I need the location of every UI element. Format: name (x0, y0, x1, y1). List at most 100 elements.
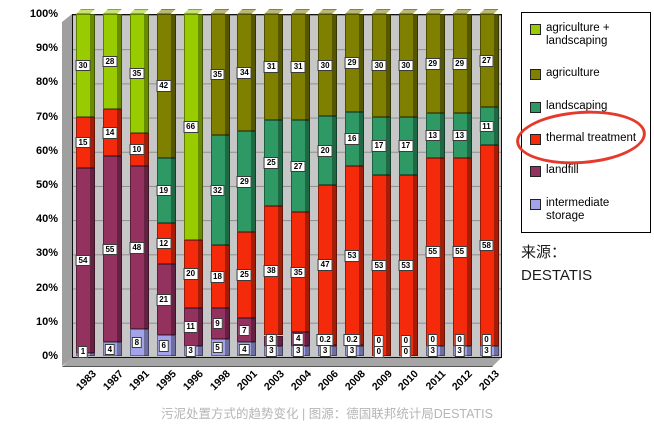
legend-label: landscaping (546, 99, 608, 112)
bar-top-face (291, 9, 311, 14)
value-label-intermediate-storage-2008: 3 (346, 345, 358, 357)
legend-item-intermediate-storage: intermediate storage (530, 197, 646, 223)
x-tick-1991: 1991 (127, 368, 153, 394)
y-tick-80: 80% (35, 76, 58, 89)
plot-floor (62, 357, 502, 367)
legend-item-landscaping: landscaping (530, 100, 646, 113)
value-label-thermal-treatment-1983: 15 (75, 136, 91, 149)
x-tick-1998: 1998 (207, 368, 233, 394)
bar-top-face (183, 9, 203, 14)
bar-top-face (156, 9, 176, 14)
y-tick-100: 100% (29, 8, 58, 20)
value-label-agriculture-landscaping-1983: 30 (75, 59, 91, 72)
value-label-agriculture-landscaping-1987: 28 (102, 55, 118, 68)
value-label-landscaping-2012: 13 (452, 129, 468, 142)
value-label-agriculture-1995: 42 (156, 80, 172, 92)
bar-top-face (264, 9, 284, 14)
value-label-agriculture-2011: 29 (425, 58, 441, 70)
value-label-intermediate-storage-1998: 5 (212, 341, 223, 354)
value-label-landfill-1991: 48 (129, 242, 145, 254)
y-tick-20: 20% (35, 281, 58, 294)
value-label-intermediate-storage-2006: 3 (319, 345, 331, 357)
value-label-agriculture-landscaping-1996: 66 (183, 121, 199, 133)
x-tick-1983: 1983 (73, 368, 99, 394)
value-label-agriculture-2004: 31 (290, 61, 306, 74)
bar-top-face (76, 9, 95, 14)
value-label-landfill-2003: 3 (266, 334, 277, 346)
plot-left-wall (62, 14, 72, 366)
legend-swatch-icon (530, 134, 541, 146)
legend-item-agriculture-landscaping: agriculture + landscaping (530, 22, 646, 48)
image-caption: 污泥处置方式的趋势变化 | 图源：德国联邦统计局DESTATIS (161, 407, 493, 421)
bar-1991 (129, 9, 149, 356)
value-label-landfill-2012: 0 (454, 334, 465, 346)
y-tick-10: 10% (35, 315, 58, 328)
value-label-landfill-2009: 0 (373, 335, 385, 347)
value-label-thermal-treatment-1995: 12 (156, 237, 172, 250)
value-label-agriculture-2008: 29 (344, 57, 360, 70)
x-tick-1995: 1995 (154, 368, 180, 394)
y-tick-30: 30% (35, 247, 58, 260)
value-label-intermediate-storage-2003: 3 (266, 345, 277, 357)
value-label-thermal-treatment-1991: 10 (129, 143, 145, 156)
x-tick-2001: 2001 (234, 368, 260, 394)
x-tick-2003: 2003 (261, 368, 287, 394)
value-label-agriculture-2003: 31 (263, 61, 279, 74)
plot-back-wall: 1 54 15 30 4 55 14 28 8 48 10 35 6 21 12 19 42 3 11 20 66 5 9 1… (72, 9, 502, 358)
value-label-thermal-treatment-2008: 53 (344, 250, 360, 262)
value-label-landscaping-2011: 13 (425, 129, 441, 142)
bar-1996 (183, 9, 203, 356)
value-label-landfill-2001: 7 (239, 324, 250, 337)
value-label-intermediate-storage-1991: 8 (131, 336, 143, 349)
value-label-landfill-2013: 0 (481, 334, 492, 346)
value-label-landfill-2008: 0.2 (343, 334, 361, 346)
value-label-thermal-treatment-1996: 20 (183, 268, 199, 280)
value-label-agriculture-2001: 34 (236, 67, 252, 79)
y-tick-70: 70% (35, 110, 58, 123)
legend-label: agriculture (546, 67, 600, 80)
bar-top-face (452, 9, 472, 14)
value-label-landscaping-2008: 16 (344, 133, 360, 146)
legend-label: intermediate storage (546, 196, 610, 222)
x-tick-2009: 2009 (369, 368, 395, 394)
value-label-landfill-2010: 0 (400, 335, 412, 347)
legend-label: agriculture + landscaping (546, 22, 610, 48)
value-label-intermediate-storage-2010: 0 (400, 346, 412, 358)
legend-item-landfill: landfill (530, 164, 646, 178)
x-tick-2011: 2011 (423, 368, 449, 393)
value-label-landfill-1987: 55 (102, 243, 118, 256)
value-label-thermal-treatment-2001: 25 (236, 269, 252, 281)
value-label-landscaping-2004: 27 (290, 160, 306, 173)
bar-1987 (102, 9, 122, 356)
legend-swatch-icon (530, 198, 541, 210)
bar-top-face (210, 9, 230, 14)
value-label-landscaping-1995: 19 (156, 184, 172, 197)
value-label-intermediate-storage-2013: 3 (481, 345, 492, 357)
legend-item-thermal-treatment: thermal treatment (530, 132, 646, 146)
bar-top-face (129, 9, 149, 14)
value-label-agriculture-2010: 30 (398, 59, 414, 72)
value-label-landscaping-2009: 17 (371, 140, 387, 152)
legend-label: thermal treatment (546, 132, 637, 145)
value-label-thermal-treatment-2003: 38 (263, 264, 279, 277)
x-tick-2010: 2010 (396, 368, 422, 394)
value-label-agriculture-2006: 30 (317, 59, 333, 72)
value-label-thermal-treatment-1998: 18 (210, 270, 225, 283)
value-label-landfill-1983: 54 (75, 254, 91, 267)
value-label-landscaping-2006: 20 (317, 144, 333, 157)
x-tick-2008: 2008 (342, 368, 368, 394)
value-label-agriculture-1998: 35 (210, 68, 225, 81)
value-label-intermediate-storage-2004: 3 (292, 345, 304, 357)
legend-swatch-icon (530, 101, 541, 113)
legend-swatch-icon (530, 24, 541, 35)
source-label: 来源： (521, 244, 567, 261)
value-label-intermediate-storage-1983: 1 (77, 346, 89, 358)
value-label-landscaping-2001: 29 (236, 175, 252, 188)
x-tick-2004: 2004 (288, 368, 314, 394)
value-label-landfill-2011: 0 (427, 334, 438, 346)
value-label-thermal-treatment-2010: 53 (398, 259, 414, 272)
value-label-agriculture-2009: 30 (371, 59, 387, 72)
x-tick-2012: 2012 (450, 368, 476, 394)
bar-top-face (398, 9, 418, 14)
